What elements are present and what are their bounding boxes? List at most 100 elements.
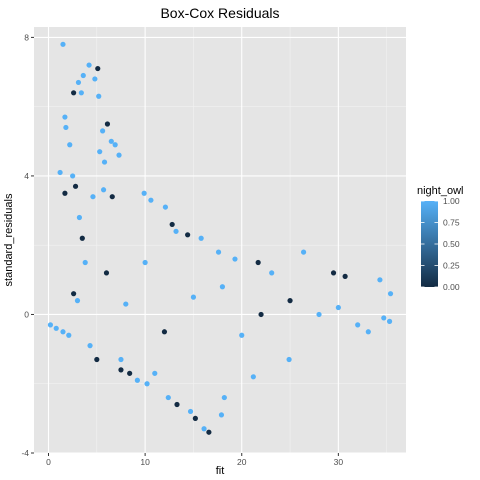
data-point	[82, 259, 88, 266]
data-point	[335, 304, 341, 311]
data-point	[70, 173, 76, 179]
data-point	[53, 325, 59, 331]
data-point	[112, 142, 118, 148]
data-point	[165, 394, 171, 401]
data-point	[387, 291, 394, 297]
data-point	[118, 356, 124, 363]
data-point	[355, 322, 361, 328]
data-point	[71, 291, 77, 297]
data-point	[152, 370, 158, 376]
legend-tick-label: 0.50	[443, 239, 460, 249]
data-point	[192, 415, 198, 421]
data-point	[185, 232, 191, 238]
data-point	[386, 318, 393, 324]
data-point	[100, 128, 106, 134]
data-point	[342, 273, 348, 279]
data-point	[100, 187, 107, 193]
y-tick-label: 4	[24, 171, 29, 181]
legend: night_owl 1.00 0.75 0.50 0.25 0.00	[417, 185, 463, 292]
x-axis-label: fit	[216, 465, 225, 477]
y-axis-label: standard_residuals	[3, 193, 15, 286]
data-point	[201, 426, 207, 432]
data-point	[142, 259, 148, 266]
data-point	[190, 294, 197, 300]
data-point	[47, 322, 54, 328]
data-point	[174, 401, 180, 408]
data-point	[63, 124, 69, 131]
y-tick-label: -4	[21, 448, 29, 458]
minor-gridlines	[34, 27, 406, 453]
data-point	[109, 194, 115, 200]
data-point	[169, 221, 175, 228]
data-point	[90, 194, 96, 200]
data-point	[62, 190, 68, 196]
data-point	[316, 311, 322, 318]
data-point	[116, 152, 122, 158]
legend-ticks: 1.00 0.75 0.50 0.25 0.00	[421, 196, 460, 292]
legend-title: night_owl	[417, 185, 463, 197]
x-tick-label: 30	[334, 457, 344, 467]
data-point	[123, 301, 129, 307]
data-point	[72, 183, 79, 189]
data-point	[75, 79, 82, 86]
data-point	[365, 329, 371, 335]
data-point	[66, 332, 72, 338]
data-point	[62, 114, 68, 120]
data-points	[47, 41, 394, 435]
data-point	[173, 228, 179, 234]
data-point	[86, 62, 92, 68]
data-point	[206, 429, 212, 435]
data-point	[287, 298, 293, 304]
data-point	[78, 90, 84, 96]
x-tick-label: 10	[140, 457, 150, 467]
data-point	[60, 41, 66, 47]
data-point	[97, 149, 103, 155]
data-point	[144, 381, 150, 387]
data-point	[96, 93, 102, 99]
data-point	[79, 235, 85, 241]
y-axis-ticks: -4 0 4 8	[21, 32, 34, 458]
data-point	[239, 332, 245, 338]
x-tick-label: 20	[237, 457, 247, 467]
legend-tick-label: 0.00	[443, 282, 460, 292]
plot-panel	[34, 27, 406, 453]
data-point	[258, 311, 264, 318]
data-point	[103, 270, 110, 276]
data-point	[250, 374, 256, 380]
data-point	[221, 394, 227, 401]
data-point	[141, 190, 147, 196]
data-point	[162, 204, 169, 210]
data-point	[269, 270, 275, 276]
legend-tick-label: 0.25	[443, 261, 460, 271]
data-point	[76, 214, 83, 221]
data-point	[87, 343, 93, 349]
data-point	[92, 76, 98, 82]
data-point	[215, 249, 222, 255]
data-point	[71, 90, 77, 96]
data-point	[198, 235, 204, 241]
data-point	[67, 142, 73, 148]
legend-colorbar	[421, 201, 438, 287]
x-tick-label: 0	[46, 457, 51, 467]
data-point	[74, 298, 81, 304]
data-point	[330, 270, 337, 276]
data-point	[161, 329, 168, 335]
data-point	[104, 121, 111, 127]
y-tick-label: 8	[24, 32, 29, 42]
data-point	[94, 356, 100, 363]
data-point	[232, 256, 238, 262]
data-point	[255, 259, 261, 266]
data-point	[300, 249, 307, 255]
data-point	[101, 159, 108, 165]
data-point	[118, 367, 124, 373]
y-tick-label: 0	[24, 309, 29, 319]
data-point	[134, 377, 140, 383]
data-point	[57, 169, 63, 176]
data-point	[381, 315, 387, 321]
data-point	[377, 277, 383, 283]
x-axis-ticks: 0 10 20 30	[46, 453, 343, 467]
data-point	[286, 356, 292, 363]
major-gridlines	[34, 27, 406, 454]
data-point	[95, 65, 101, 72]
